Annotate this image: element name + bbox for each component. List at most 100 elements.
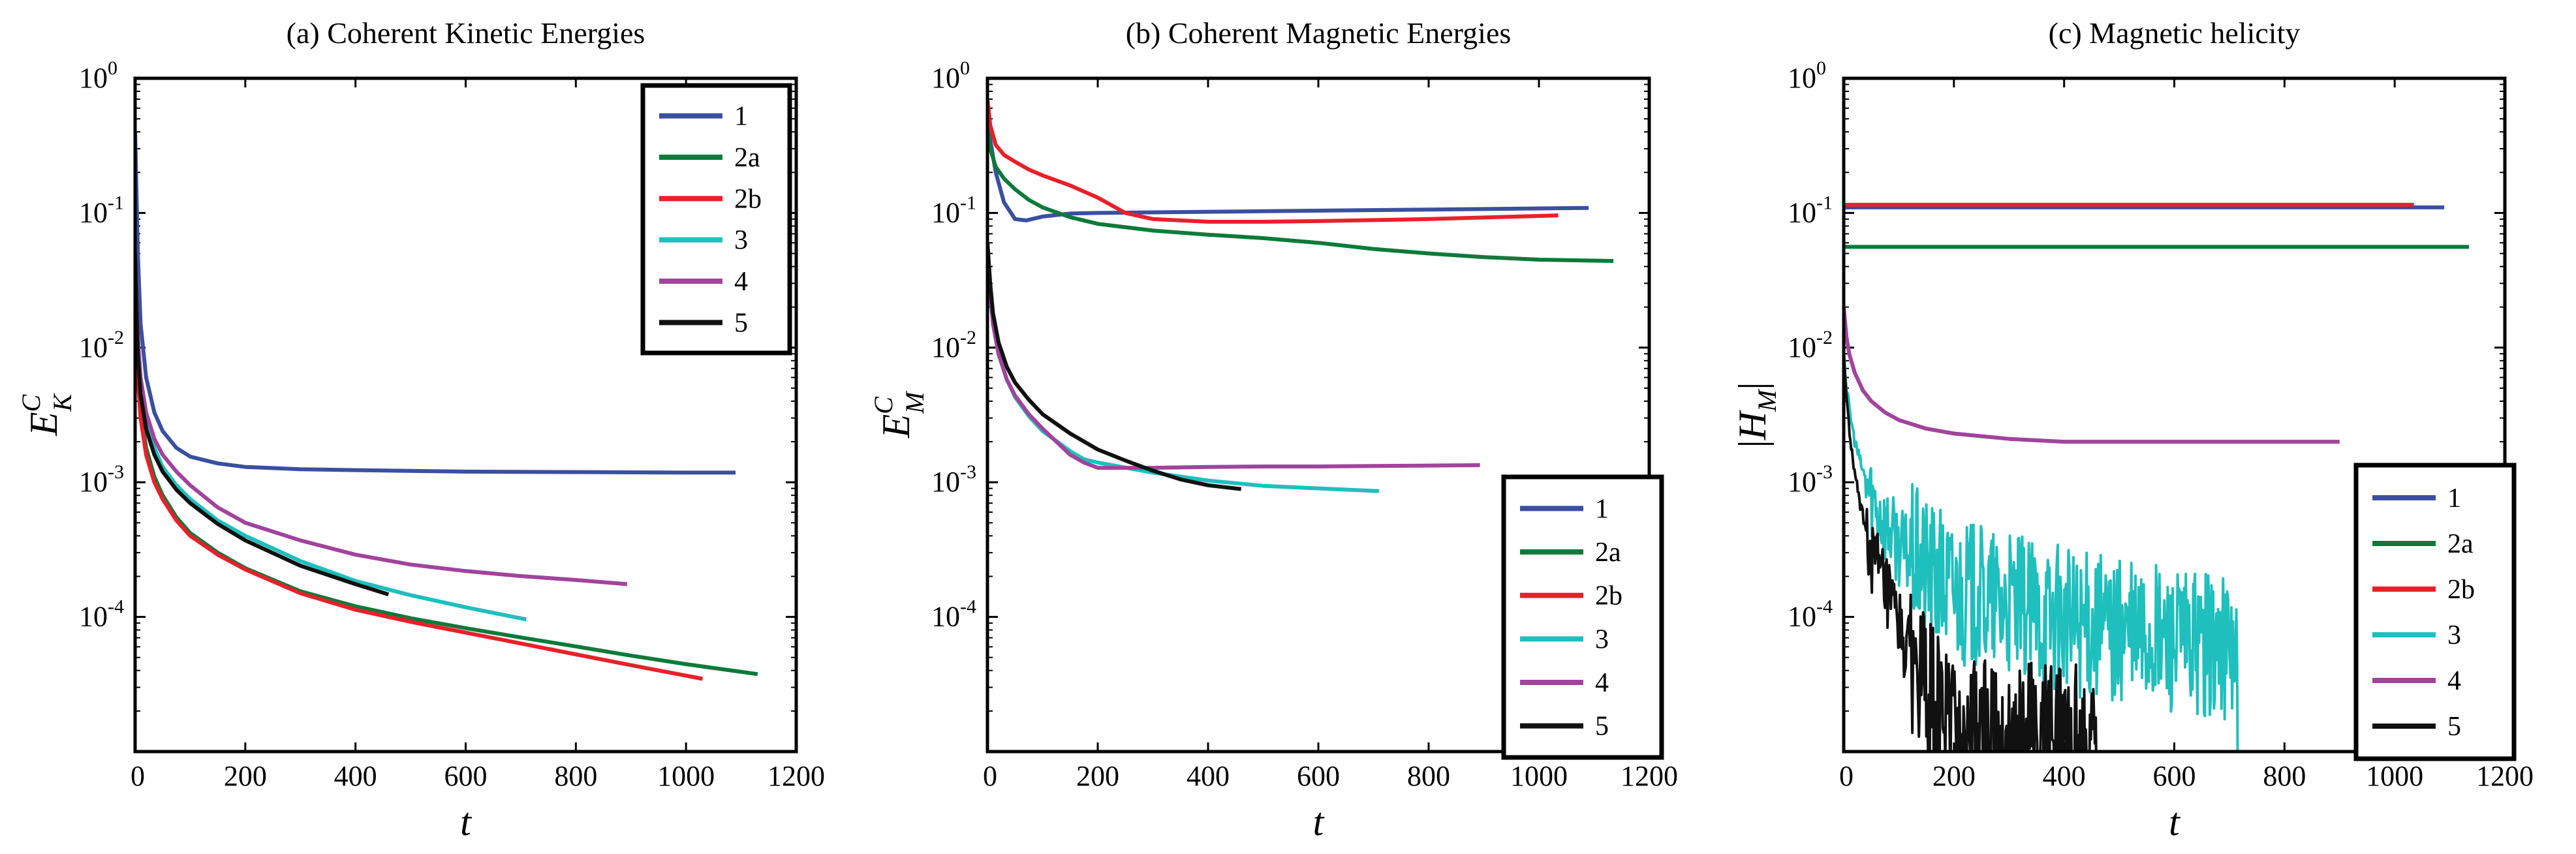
x-tick-label: 0: [131, 760, 145, 792]
y-tick-exponent: -3: [108, 461, 124, 483]
legend-label-1: 1: [734, 102, 748, 132]
y-tick-base: 10: [931, 466, 960, 498]
y-tick-exponent: -1: [960, 192, 976, 213]
y-tick-base: 10: [79, 601, 108, 633]
legend-label-4: 4: [734, 267, 748, 297]
legend-label-2b: 2b: [1595, 581, 1622, 611]
y-label-symbol: E: [22, 412, 65, 436]
y-tick-label: 10-3: [79, 461, 124, 498]
series-line-3: [1844, 352, 2239, 752]
y-tick-exponent: -3: [1816, 461, 1833, 483]
x-tick-label: 1000: [2366, 760, 2423, 792]
y-tick-base: 10: [931, 62, 960, 94]
y-tick-base: 10: [1788, 601, 1816, 633]
legend-label-4: 4: [2447, 666, 2461, 696]
x-tick-label: 0: [1839, 760, 1854, 792]
legend-label-1: 1: [2447, 483, 2461, 513]
legend-label-3: 3: [2447, 620, 2461, 650]
legend-label-2b: 2b: [734, 184, 762, 214]
chart-title: (c) Magnetic helicity: [2049, 16, 2301, 50]
y-label-subscript: M: [1752, 388, 1782, 412]
y-label-superscript: C: [16, 393, 46, 412]
series-line-4: [1844, 307, 2340, 444]
y-tick-base: 10: [931, 196, 960, 228]
series-line-4: [135, 253, 628, 587]
y-axis-label: ECK: [16, 393, 77, 436]
x-tick-label: 800: [1407, 760, 1450, 792]
y-tick-base: 10: [1788, 62, 1816, 94]
plot-frame: [985, 76, 1651, 754]
y-tick-exponent: -4: [1816, 596, 1833, 618]
series-line-1: [987, 113, 1589, 222]
y-tick-label: 10-2: [931, 327, 976, 363]
legend-label-5: 5: [1595, 712, 1609, 742]
y-tick-label: 10-2: [79, 327, 124, 363]
y-label-bar: |: [1731, 440, 1774, 448]
y-label-subscript: K: [48, 393, 77, 412]
panel-kinetic-energies: (a) Coherent Kinetic Energies 0 200 400 600 8…: [16, 16, 825, 844]
y-tick-exponent: -1: [1816, 192, 1833, 213]
x-tick-label: 400: [1187, 760, 1230, 792]
y-tick-base: 10: [79, 466, 108, 498]
y-tick-exponent: 0: [960, 57, 970, 79]
y-tick-exponent: -2: [1816, 327, 1833, 348]
y-axis-label: |HM|: [1731, 382, 1782, 448]
x-tick-label: 400: [334, 760, 377, 792]
y-label-bar: |: [1731, 382, 1774, 390]
x-tick-label: 400: [2043, 760, 2086, 792]
y-tick-label: 100: [1788, 57, 1826, 94]
y-tick-base: 10: [931, 331, 960, 363]
plot-frame: [1842, 76, 2507, 754]
y-tick-exponent: -1: [108, 192, 124, 213]
y-label-symbol: H: [1731, 409, 1774, 440]
y-tick-label: 100: [931, 57, 970, 94]
y-tick-label: 10-1: [1788, 192, 1833, 228]
x-tick-label: 800: [554, 760, 597, 792]
x-tick-label: 200: [224, 760, 267, 792]
y-tick-base: 10: [1788, 466, 1816, 498]
legend-label-2a: 2a: [1595, 538, 1621, 568]
x-tick-label: 600: [444, 760, 488, 792]
series-line-4: [987, 243, 1480, 470]
y-tick-label: 100: [79, 57, 117, 94]
y-tick-label: 10-3: [1788, 461, 1833, 498]
legend-label-5: 5: [2447, 712, 2461, 742]
y-tick-label: 10-4: [1788, 596, 1833, 633]
x-axis-label: t: [460, 801, 472, 844]
series-group: [1844, 202, 2470, 752]
y-label-symbol: E: [875, 414, 918, 439]
chart-title: (a) Coherent Kinetic Energies: [287, 16, 645, 50]
y-tick-label: 10-3: [931, 461, 976, 498]
legend-box: [640, 83, 792, 356]
series-line-3: [987, 243, 1380, 493]
y-tick-exponent: -2: [108, 327, 124, 348]
y-axis-label: ECM: [869, 390, 929, 438]
y-tick-base: 10: [1788, 196, 1816, 228]
y-tick-exponent: 0: [1816, 57, 1826, 79]
legend-label-1: 1: [1595, 494, 1609, 524]
x-tick-label: 1200: [1621, 760, 1678, 792]
plot-frame: [133, 76, 798, 754]
x-tick-label: 1200: [2476, 760, 2534, 792]
x-tick-label: 1000: [657, 760, 715, 792]
y-tick-base: 10: [79, 331, 108, 363]
series-line-5: [1844, 346, 2098, 752]
y-tick-label: 10-2: [1788, 327, 1833, 363]
y-tick-base: 10: [79, 62, 108, 94]
panel-magnetic-energies: (b) Coherent Magnetic Energies 0 200 400 600…: [869, 16, 1678, 844]
series-group: [135, 132, 758, 681]
series-line-1: [135, 132, 736, 475]
y-tick-base: 10: [1788, 331, 1816, 363]
legend-label-2a: 2a: [2447, 529, 2474, 559]
legend-label-3: 3: [1595, 624, 1609, 654]
chart-title: (b) Coherent Magnetic Energies: [1126, 16, 1512, 50]
series-group: [987, 99, 1614, 493]
legend-box: [2353, 463, 2517, 761]
x-tick-label: 200: [1076, 760, 1119, 792]
legend-label-4: 4: [1595, 668, 1609, 698]
y-tick-label: 10-1: [931, 192, 976, 228]
y-tick-exponent: -4: [108, 596, 124, 618]
legend-label-2b: 2b: [2447, 575, 2475, 605]
